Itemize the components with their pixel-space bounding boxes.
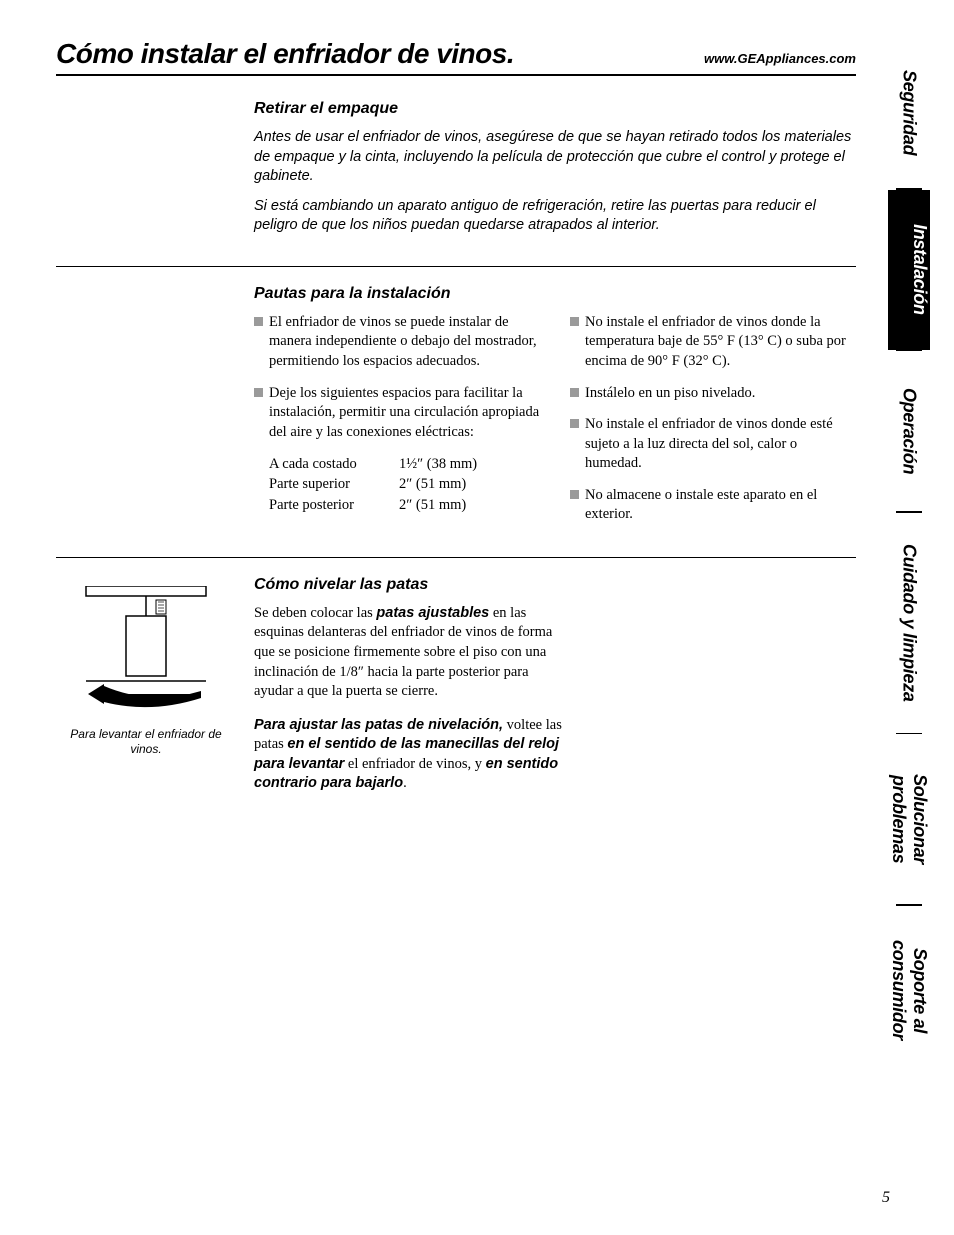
bullet-text: El enfriador de vinos se puede instalar … — [269, 313, 540, 372]
bullet-icon — [570, 490, 579, 499]
tab-soporte[interactable]: Soporte al consumidor — [888, 906, 930, 1076]
clearance-row: Parte superior 2″ (51 mm) — [269, 474, 540, 494]
leveling-diagram — [76, 586, 216, 721]
bullet-icon — [570, 317, 579, 326]
page-number: 5 — [882, 1189, 890, 1207]
bold-text: patas ajustables — [376, 605, 489, 621]
site-url: www.GEAppliances.com — [704, 51, 856, 66]
list-item: Deje los siguientes espacios para facili… — [254, 384, 540, 443]
tab-seguridad[interactable]: Seguridad — [899, 38, 920, 188]
bullet-text: No instale el enfriador de vinos donde l… — [585, 313, 856, 372]
section-heading: Cómo nivelar las patas — [254, 576, 564, 594]
body-text: Se deben colocar las patas ajustables en… — [254, 604, 564, 702]
bullet-icon — [254, 317, 263, 326]
tab-solucionar[interactable]: Solucionar problemas — [888, 734, 930, 904]
bullet-icon — [570, 419, 579, 428]
bold-text: Para ajustar las patas de nivelación, — [254, 717, 503, 733]
clearance-value: 2″ (51 mm) — [399, 474, 540, 494]
clearance-label: Parte posterior — [269, 495, 399, 515]
bullet-icon — [254, 388, 263, 397]
body-text: Antes de usar el enfriador de vinos, ase… — [254, 128, 856, 187]
list-item: No almacene o instale este aparato en el… — [570, 486, 856, 525]
list-item: No instale el enfriador de vinos donde e… — [570, 415, 856, 474]
clearance-value: 2″ (51 mm) — [399, 495, 540, 515]
tab-instalacion[interactable]: Instalación — [888, 190, 930, 350]
clearance-row: Parte posterior 2″ (51 mm) — [269, 495, 540, 515]
bullet-icon — [570, 388, 579, 397]
clearance-label: Parte superior — [269, 474, 399, 494]
list-item: Instálelo en un piso nivelado. — [570, 384, 856, 404]
figure-caption: Para levantar el enfriador de vinos. — [56, 727, 236, 757]
bullet-text: Instálelo en un piso nivelado. — [585, 384, 755, 404]
bullet-text: No instale el enfriador de vinos donde e… — [585, 415, 856, 474]
guidelines-left-column: El enfriador de vinos se puede instalar … — [254, 313, 540, 537]
clearance-value: 1½″ (38 mm) — [399, 454, 540, 474]
section-leveling: Para levantar el enfriador de vinos. Cóm… — [56, 576, 856, 828]
tab-operacion[interactable]: Operación — [899, 351, 920, 511]
section-guidelines: Pautas para la instalación El enfriador … — [56, 285, 856, 558]
list-item: No instale el enfriador de vinos donde l… — [570, 313, 856, 372]
page-content: Cómo instalar el enfriador de vinos. www… — [56, 38, 856, 846]
section-packaging: Retirar el empaque Antes de usar el enfr… — [56, 100, 856, 267]
list-item: El enfriador de vinos se puede instalar … — [254, 313, 540, 372]
page-header: Cómo instalar el enfriador de vinos. www… — [56, 38, 856, 76]
body-text: Si está cambiando un aparato antiguo de … — [254, 197, 856, 236]
page-title: Cómo instalar el enfriador de vinos. — [56, 38, 514, 70]
section-heading: Pautas para la instalación — [254, 285, 856, 303]
sidebar-tabs: Seguridad Instalación Operación Cuidado … — [888, 38, 930, 1198]
clearance-row: A cada costado 1½″ (38 mm) — [269, 454, 540, 474]
bullet-text: Deje los siguientes espacios para facili… — [269, 384, 540, 443]
body-text: Para ajustar las patas de nivelación, vo… — [254, 716, 564, 794]
tab-cuidado[interactable]: Cuidado y limpieza — [899, 513, 920, 733]
section-heading: Retirar el empaque — [254, 100, 856, 118]
guidelines-right-column: No instale el enfriador de vinos donde l… — [570, 313, 856, 537]
bullet-text: No almacene o instale este aparato en el… — [585, 486, 856, 525]
clearance-label: A cada costado — [269, 454, 399, 474]
